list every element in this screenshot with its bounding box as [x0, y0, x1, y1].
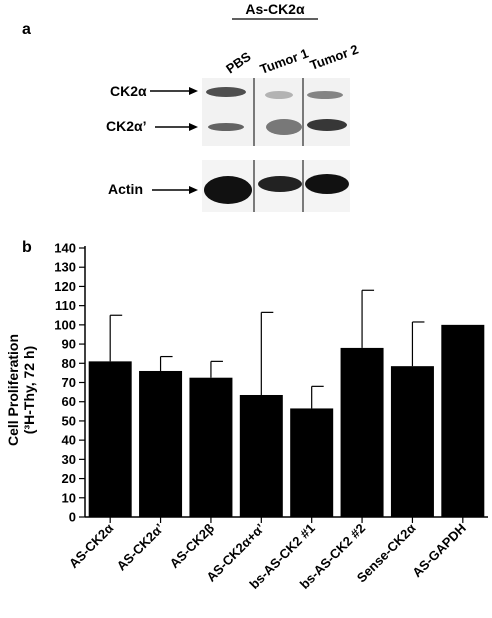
y-tick-label: 130: [54, 260, 76, 275]
lane-label-pbs: PBS: [223, 49, 254, 77]
group-label: As-CK2α: [245, 1, 305, 17]
western-blot-actin: [202, 160, 350, 212]
y-tick-label: 70: [62, 375, 76, 390]
y-tick-label: 140: [54, 241, 76, 256]
bar: [139, 370, 183, 517]
y-tick-label: 50: [62, 413, 76, 428]
bar: [390, 366, 434, 517]
bar: [290, 408, 334, 517]
y-tick-label: 100: [54, 317, 76, 332]
y-tick-label: 0: [69, 510, 76, 525]
y-axis-label: Cell Proliferation: [5, 334, 21, 446]
y-tick-label: 80: [62, 356, 76, 371]
y-tick-label: 110: [55, 298, 76, 313]
band-label-actin: Actin: [108, 181, 143, 197]
x-tick-label: AS-GAPDH: [409, 521, 469, 581]
y-tick-label: 90: [62, 337, 76, 352]
bar: [239, 394, 283, 517]
lane-label-tumor2: Tumor 2: [308, 42, 360, 73]
y-tick-label: 20: [62, 471, 76, 486]
bar: [88, 361, 132, 517]
y-tick-label: 60: [62, 394, 76, 409]
y-axis-label-unit: (³H-Thy, 72 h): [21, 346, 37, 434]
y-tick-label: 40: [62, 433, 76, 448]
panel-a-label: a: [22, 21, 31, 38]
x-tick-label: AS-CK2α’: [114, 521, 167, 574]
bar: [441, 324, 485, 517]
bar: [340, 347, 384, 517]
y-tick-label: 30: [62, 452, 76, 467]
panel-b-label: b: [22, 239, 32, 256]
western-blot-top: [202, 78, 350, 146]
y-tick-label: 10: [62, 490, 76, 505]
bar-chart: 0 10 20 30 40 50 60 70 80 90 100 110 120 130 140 AS-CK2…: [54, 241, 488, 592]
bar: [189, 377, 233, 517]
band-label-ck2a: CK2α: [110, 83, 147, 99]
band-label-ck2a-prime: CK2α’: [106, 118, 147, 134]
lane-label-tumor1: Tumor 1: [258, 46, 310, 77]
x-tick-label: AS-CK2α: [66, 521, 116, 571]
y-tick-label: 120: [54, 279, 76, 294]
x-tick-label: AS-CK2β: [167, 520, 217, 570]
